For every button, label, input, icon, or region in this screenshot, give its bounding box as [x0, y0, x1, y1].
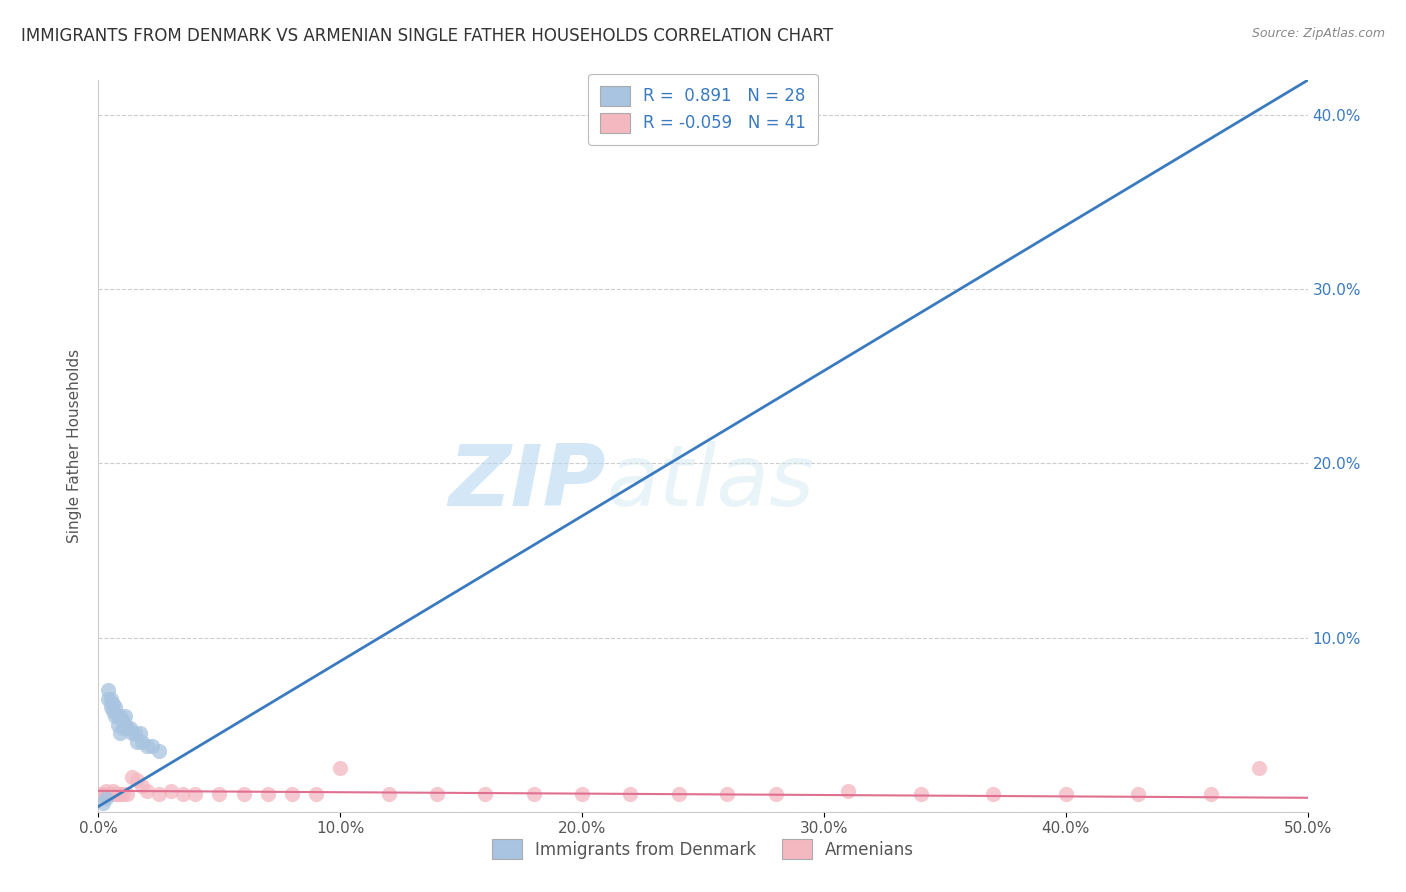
Point	[100, 787, 122, 801]
Point	[837, 784, 859, 798]
Point	[1199, 787, 1222, 801]
Point	[101, 784, 124, 798]
Point	[128, 726, 150, 740]
Point	[111, 721, 134, 735]
Point	[100, 691, 122, 706]
Point	[131, 779, 153, 793]
Point	[111, 714, 134, 728]
Point	[91, 796, 114, 810]
Point	[117, 721, 139, 735]
Point	[172, 787, 194, 801]
Point	[118, 721, 141, 735]
Point	[135, 739, 157, 753]
Point	[114, 717, 136, 731]
Point	[1128, 787, 1150, 801]
Point	[104, 787, 127, 801]
Text: ZIP: ZIP	[449, 441, 606, 524]
Point	[208, 787, 231, 801]
Point	[131, 735, 153, 749]
Point	[232, 787, 254, 801]
Point	[121, 726, 143, 740]
Point	[108, 709, 131, 723]
Point	[107, 717, 129, 731]
Point	[107, 787, 129, 801]
Point	[97, 787, 120, 801]
Text: atlas: atlas	[606, 441, 814, 524]
Point	[127, 735, 149, 749]
Point	[108, 787, 131, 801]
Point	[94, 784, 117, 798]
Point	[716, 787, 738, 801]
Point	[474, 787, 496, 801]
Point	[101, 697, 124, 711]
Legend: Immigrants from Denmark, Armenians: Immigrants from Denmark, Armenians	[482, 829, 924, 869]
Point	[97, 682, 120, 697]
Point	[108, 726, 131, 740]
Point	[121, 770, 143, 784]
Point	[107, 709, 129, 723]
Point	[765, 787, 787, 801]
Point	[981, 787, 1004, 801]
Point	[117, 787, 139, 801]
Point	[114, 709, 136, 723]
Point	[124, 726, 146, 740]
Point	[101, 704, 124, 718]
Point	[94, 790, 117, 805]
Point	[305, 787, 328, 801]
Point	[104, 700, 127, 714]
Point	[160, 784, 183, 798]
Text: IMMIGRANTS FROM DENMARK VS ARMENIAN SINGLE FATHER HOUSEHOLDS CORRELATION CHART: IMMIGRANTS FROM DENMARK VS ARMENIAN SING…	[21, 27, 834, 45]
Point	[377, 787, 399, 801]
Y-axis label: Single Father Households: Single Father Households	[67, 349, 83, 543]
Point	[97, 691, 120, 706]
Text: Source: ZipAtlas.com: Source: ZipAtlas.com	[1251, 27, 1385, 40]
Point	[281, 787, 304, 801]
Point	[104, 709, 127, 723]
Point	[135, 784, 157, 798]
Point	[426, 787, 449, 801]
Point	[127, 773, 149, 788]
Point	[91, 787, 114, 801]
Point	[148, 787, 170, 801]
Point	[329, 761, 352, 775]
Point	[523, 787, 546, 801]
Point	[668, 787, 690, 801]
Point	[256, 787, 278, 801]
Point	[571, 787, 593, 801]
Point	[90, 787, 112, 801]
Point	[141, 739, 163, 753]
Point	[1249, 761, 1271, 775]
Point	[619, 787, 641, 801]
Point	[148, 744, 170, 758]
Point	[111, 787, 134, 801]
Point	[184, 787, 207, 801]
Point	[100, 700, 122, 714]
Point	[1054, 787, 1077, 801]
Point	[910, 787, 932, 801]
